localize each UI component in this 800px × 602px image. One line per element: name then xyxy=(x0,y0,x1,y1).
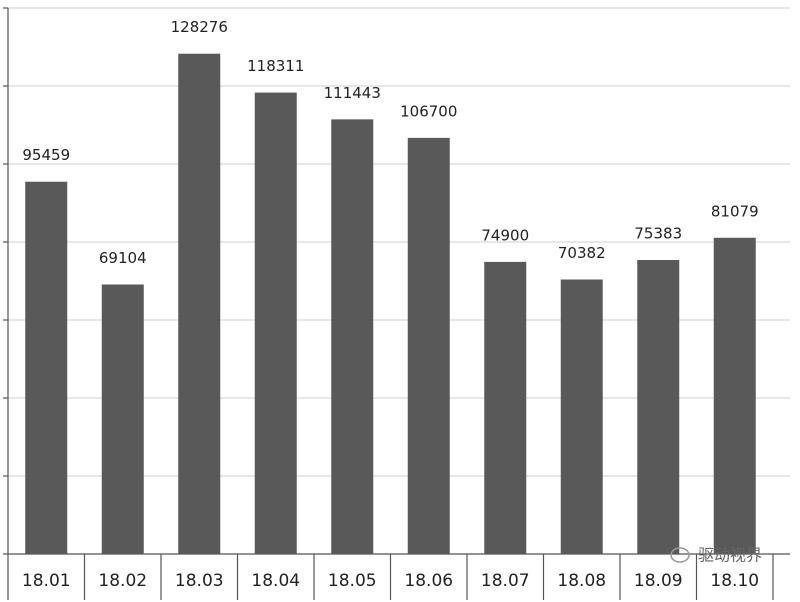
bar xyxy=(484,261,527,554)
data-label: 75383 xyxy=(634,225,682,243)
x-tick-label: 18.08 xyxy=(557,571,606,591)
bar xyxy=(101,284,144,554)
data-label: 128276 xyxy=(171,18,228,36)
bar xyxy=(713,237,756,554)
x-tick-label: 18.04 xyxy=(251,571,300,591)
data-label: 106700 xyxy=(400,102,457,120)
data-label: 70382 xyxy=(558,244,606,262)
x-tick-label: 18.07 xyxy=(481,571,530,591)
watermark-icon xyxy=(670,547,690,563)
bar xyxy=(407,137,450,554)
data-label: 118311 xyxy=(247,57,304,75)
x-tick-label: 18.02 xyxy=(98,571,147,591)
data-label: 111443 xyxy=(324,84,381,102)
data-label: 81079 xyxy=(711,202,759,220)
x-tick-label: 18.09 xyxy=(634,571,683,591)
bar xyxy=(25,181,68,554)
bar xyxy=(637,260,680,554)
x-tick-label: 18.03 xyxy=(175,571,224,591)
data-label: 74900 xyxy=(481,226,529,244)
watermark-text: 驱动视界 xyxy=(698,546,762,565)
x-tick-label: 18.05 xyxy=(328,571,377,591)
x-tick-label: 18.06 xyxy=(404,571,453,591)
data-label: 69104 xyxy=(99,249,147,267)
data-label: 95459 xyxy=(22,146,70,164)
x-tick-label: 18.10 xyxy=(710,571,759,591)
watermark: 驱动视界 xyxy=(670,546,762,565)
x-tick-label: 18.01 xyxy=(22,571,71,591)
bar xyxy=(254,92,297,554)
bar xyxy=(560,279,603,554)
bar xyxy=(178,53,221,554)
bar xyxy=(331,119,374,554)
